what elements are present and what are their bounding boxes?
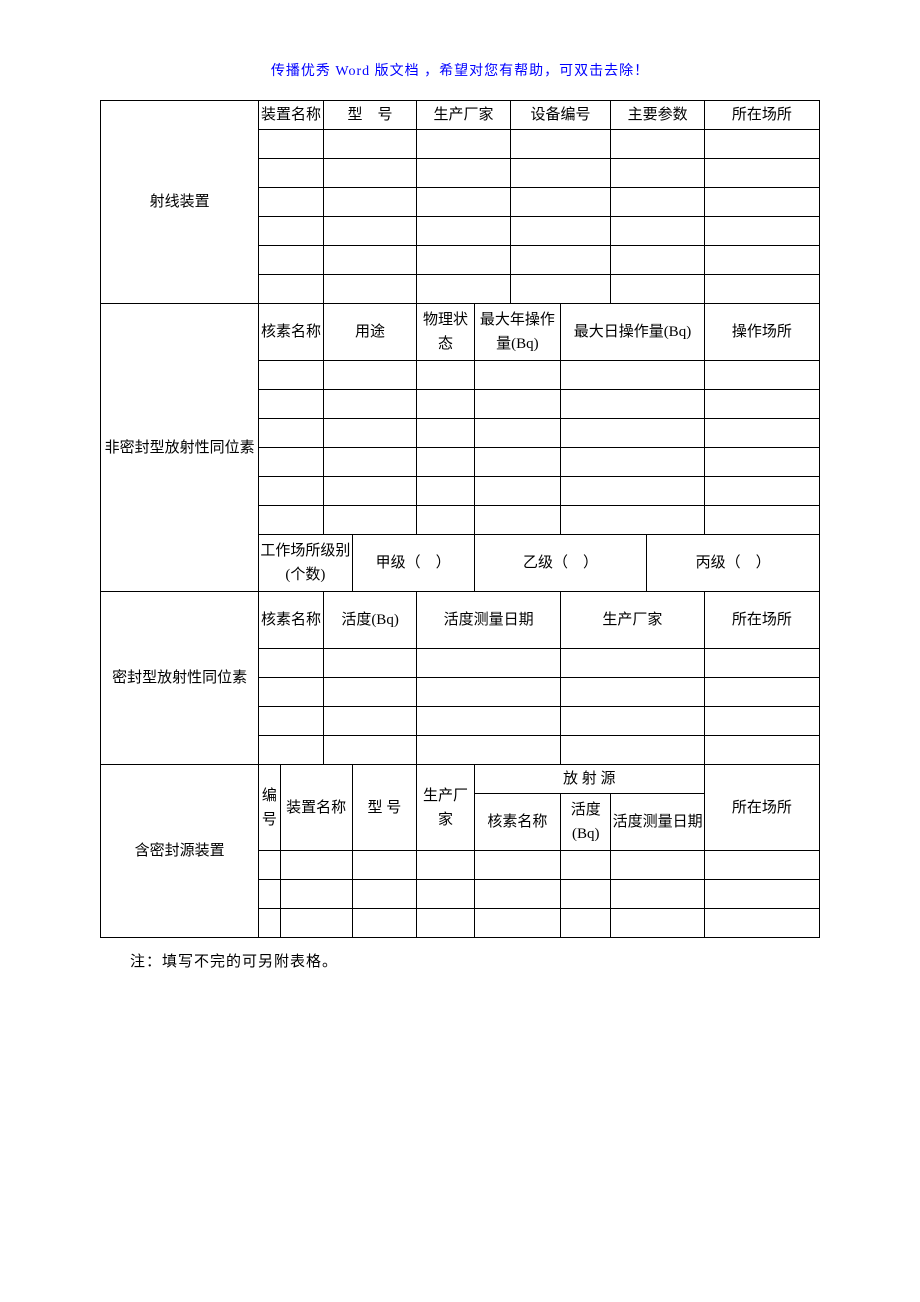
s1-h4: 主要参数 bbox=[611, 101, 704, 130]
section2-title: 非密封型放射性同位素 bbox=[101, 304, 259, 592]
s3-h1: 活度(Bq) bbox=[323, 592, 416, 649]
s4-h1: 装置名称 bbox=[280, 765, 352, 851]
s2-h1: 用途 bbox=[323, 304, 416, 361]
s3-h4: 所在场所 bbox=[704, 592, 819, 649]
s1-h2: 生产厂家 bbox=[417, 101, 510, 130]
s4-sh0: 核素名称 bbox=[474, 794, 560, 851]
s3-h2: 活度测量日期 bbox=[417, 592, 561, 649]
section4-header-row1: 含密封源装置 编号 装置名称 型 号 生产厂家 放 射 源 所在场所 bbox=[101, 765, 820, 794]
s2-h0: 核素名称 bbox=[259, 304, 324, 361]
s3-h0: 核素名称 bbox=[259, 592, 324, 649]
main-table: 射线装置 装置名称 型 号 生产厂家 设备编号 主要参数 所在场所 非密封型放射… bbox=[100, 100, 820, 938]
s2-h4: 最大日操作量(Bq) bbox=[561, 304, 705, 361]
s2-level-a: 甲级（ ） bbox=[352, 535, 474, 592]
s4-sh1: 活度(Bq) bbox=[561, 794, 611, 851]
s1-h1: 型 号 bbox=[323, 101, 416, 130]
section2-header-row: 非密封型放射性同位素 核素名称 用途 物理状态 最大年操作量(Bq) 最大日操作… bbox=[101, 304, 820, 361]
section3-title: 密封型放射性同位素 bbox=[101, 592, 259, 765]
s2-h2: 物理状态 bbox=[417, 304, 475, 361]
s4-h3: 生产厂家 bbox=[417, 765, 475, 851]
s2-level-label: 工作场所级别(个数) bbox=[259, 535, 352, 592]
document-page: 传播优秀 Word 版文档 ，希望对您有帮助，可双击去除！ 射线装置 装置名称 … bbox=[0, 0, 920, 1011]
s1-h3: 设备编号 bbox=[510, 101, 611, 130]
s2-level-c: 丙级（ ） bbox=[647, 535, 820, 592]
s4-h0: 编号 bbox=[259, 765, 281, 851]
s4-location: 所在场所 bbox=[704, 765, 819, 851]
footer-note: 注：填写不完的可另附表格。 bbox=[100, 950, 820, 971]
s2-level-b: 乙级（ ） bbox=[474, 535, 647, 592]
s2-h5: 操作场所 bbox=[704, 304, 819, 361]
section3-header-row: 密封型放射性同位素 核素名称 活度(Bq) 活度测量日期 生产厂家 所在场所 bbox=[101, 592, 820, 649]
header-note: 传播优秀 Word 版文档 ，希望对您有帮助，可双击去除！ bbox=[100, 60, 820, 80]
s2-h3: 最大年操作量(Bq) bbox=[474, 304, 560, 361]
section1-title: 射线装置 bbox=[101, 101, 259, 304]
s3-h3: 生产厂家 bbox=[561, 592, 705, 649]
s1-h0: 装置名称 bbox=[259, 101, 324, 130]
s4-source-group: 放 射 源 bbox=[474, 765, 704, 794]
s4-h2: 型 号 bbox=[352, 765, 417, 851]
s1-h5: 所在场所 bbox=[704, 101, 819, 130]
section1-header-row: 射线装置 装置名称 型 号 生产厂家 设备编号 主要参数 所在场所 bbox=[101, 101, 820, 130]
section4-title: 含密封源装置 bbox=[101, 765, 259, 938]
s4-sh2: 活度测量日期 bbox=[611, 794, 704, 851]
